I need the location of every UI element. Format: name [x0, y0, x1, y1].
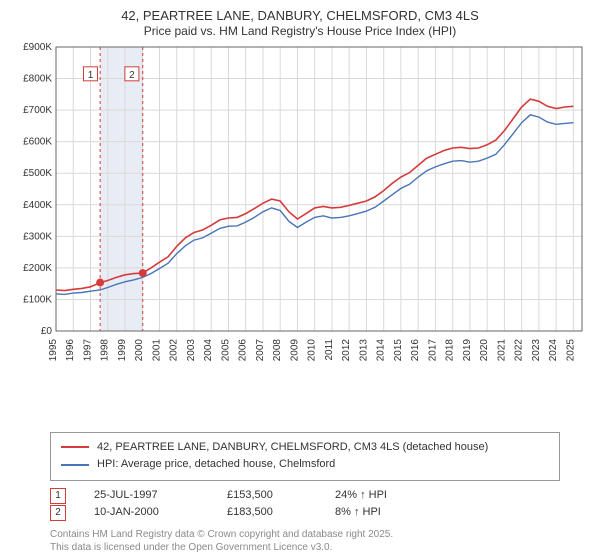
svg-text:2018: 2018 [445, 339, 456, 362]
svg-text:2008: 2008 [272, 339, 283, 362]
svg-text:2011: 2011 [324, 339, 335, 361]
svg-text:1: 1 [88, 70, 94, 81]
svg-text:2012: 2012 [341, 339, 352, 362]
svg-text:£200K: £200K [23, 263, 52, 274]
svg-text:2: 2 [129, 70, 135, 81]
chart-area: £0 £100K £200K £300K £400K £500K £600K £700K £80… [10, 41, 590, 427]
legend-label-property: 42, PEARTREE LANE, DANBURY, CHELMSFORD, … [97, 439, 488, 457]
svg-text:2015: 2015 [393, 339, 404, 362]
svg-text:1999: 1999 [117, 339, 128, 362]
svg-text:2014: 2014 [376, 339, 387, 362]
legend-label-hpi: HPI: Average price, detached house, Chel… [97, 456, 335, 474]
svg-text:£100K: £100K [23, 295, 52, 306]
svg-text:1995: 1995 [48, 339, 59, 362]
chart-titles: 42, PEARTREE LANE, DANBURY, CHELMSFORD, … [10, 8, 590, 39]
svg-text:£700K: £700K [23, 105, 52, 116]
svg-text:2003: 2003 [186, 339, 197, 362]
svg-text:2007: 2007 [255, 339, 266, 362]
svg-text:1996: 1996 [65, 339, 76, 362]
legend-row-property: 42, PEARTREE LANE, DANBURY, CHELMSFORD, … [61, 439, 549, 457]
marker-diff-2: 8% ↑ HPI [335, 504, 425, 522]
svg-text:2017: 2017 [427, 339, 438, 362]
svg-text:2024: 2024 [548, 339, 559, 362]
svg-text:£400K: £400K [23, 200, 52, 211]
svg-text:2021: 2021 [496, 339, 507, 362]
marker-badge-1-label: 1 [55, 488, 61, 504]
legend-row-hpi: HPI: Average price, detached house, Chel… [61, 456, 549, 474]
svg-text:2023: 2023 [531, 339, 542, 362]
svg-text:2022: 2022 [514, 339, 525, 362]
svg-text:£800K: £800K [23, 74, 52, 85]
svg-text:2016: 2016 [410, 339, 421, 362]
svg-text:2006: 2006 [238, 339, 249, 362]
marker-price-2: £183,500 [227, 504, 307, 522]
svg-text:2000: 2000 [134, 339, 145, 362]
legend-swatch-property [61, 446, 89, 448]
legend-box: 42, PEARTREE LANE, DANBURY, CHELMSFORD, … [50, 432, 560, 481]
marker-price-1: £153,500 [227, 487, 307, 505]
svg-text:2004: 2004 [203, 339, 214, 362]
marker-row-2: 2 10-JAN-2000 £183,500 8% ↑ HPI [50, 504, 560, 522]
marker-diff-1: 24% ↑ HPI [335, 487, 425, 505]
chart-svg: £0 £100K £200K £300K £400K £500K £600K £700K £80… [10, 41, 590, 371]
svg-text:1997: 1997 [82, 339, 93, 362]
marker-row-1: 1 25-JUL-1997 £153,500 24% ↑ HPI [50, 487, 560, 505]
svg-text:£0: £0 [41, 326, 53, 337]
footer-line-2: This data is licensed under the Open Gov… [50, 541, 560, 554]
svg-text:2019: 2019 [462, 339, 473, 362]
marker-date-1: 25-JUL-1997 [94, 487, 199, 505]
marker-date-2: 10-JAN-2000 [94, 504, 199, 522]
svg-text:£500K: £500K [23, 168, 52, 179]
svg-text:2010: 2010 [307, 339, 318, 362]
footer: Contains HM Land Registry data © Crown c… [50, 528, 560, 554]
page-root: 42, PEARTREE LANE, DANBURY, CHELMSFORD, … [0, 0, 600, 560]
legend-swatch-hpi [61, 464, 89, 466]
marker-badge-2: 2 [50, 505, 66, 521]
chart-subtitle: Price paid vs. HM Land Registry's House … [10, 24, 590, 39]
marker-badge-2-label: 2 [55, 505, 61, 521]
svg-text:£300K: £300K [23, 232, 52, 243]
svg-text:2020: 2020 [479, 339, 490, 362]
footer-line-1: Contains HM Land Registry data © Crown c… [50, 528, 560, 541]
svg-text:£900K: £900K [23, 42, 52, 53]
svg-text:2025: 2025 [565, 339, 576, 362]
marker-table: 1 25-JUL-1997 £153,500 24% ↑ HPI 2 10-JA… [50, 487, 560, 522]
marker-badge-1: 1 [50, 488, 66, 504]
chart-title: 42, PEARTREE LANE, DANBURY, CHELMSFORD, … [10, 8, 590, 24]
svg-text:2001: 2001 [151, 339, 162, 362]
svg-text:2005: 2005 [220, 339, 231, 362]
svg-text:2002: 2002 [169, 339, 180, 362]
svg-text:£600K: £600K [23, 137, 52, 148]
svg-text:2013: 2013 [358, 339, 369, 362]
svg-text:2009: 2009 [289, 339, 300, 362]
svg-text:1998: 1998 [100, 339, 111, 362]
